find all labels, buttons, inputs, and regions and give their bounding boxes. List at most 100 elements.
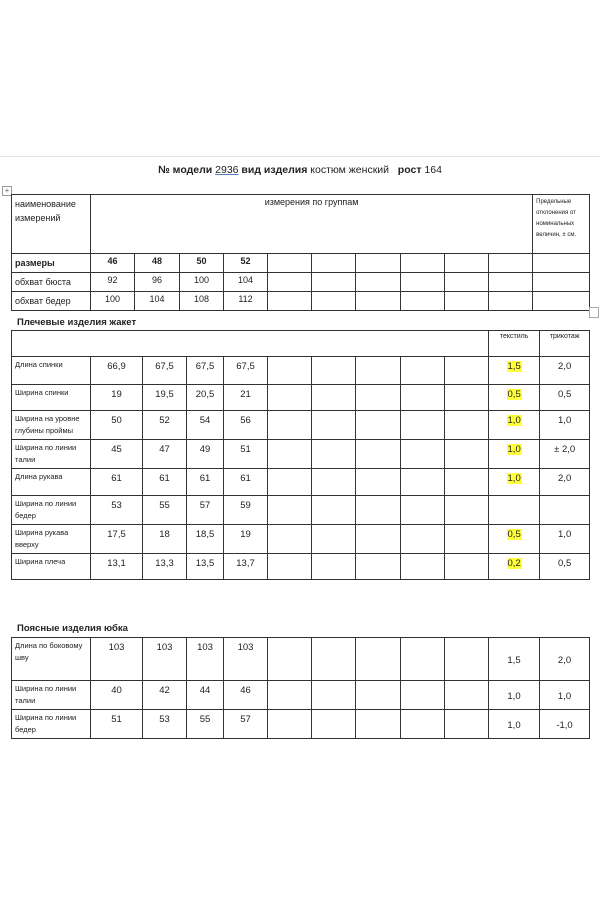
- value: 45: [111, 444, 122, 455]
- textile-tolerance-cell: 0,5: [488, 524, 541, 554]
- garment-type: костюм женский: [310, 164, 390, 176]
- value-cell: [311, 637, 356, 681]
- value-cell: [400, 524, 445, 554]
- row-label: Ширина по линии талии: [11, 439, 91, 469]
- value-cell: 96: [134, 272, 180, 292]
- value: 56: [240, 415, 251, 426]
- value-cell: [355, 468, 401, 496]
- value-cell: 104: [223, 272, 268, 292]
- page-top-border: [0, 156, 600, 157]
- knit-tolerance-cell: 0,5: [539, 553, 591, 580]
- row-label: Ширина рукава вверху: [11, 524, 91, 554]
- value-cell: 13,1: [90, 553, 143, 580]
- value-cell: 67,5: [142, 356, 187, 385]
- value-cell: [267, 709, 312, 739]
- value-cell: [443, 439, 490, 469]
- value-cell: 103: [90, 637, 143, 681]
- table-row: Ширина по линии талии 40 42 44 46 1,0 1,0: [11, 680, 590, 710]
- tolerance-cell: [532, 272, 591, 292]
- value-cell: 61: [142, 468, 187, 496]
- value-cell: [311, 410, 356, 440]
- value-cell: [267, 680, 312, 710]
- value-cell: 103: [142, 637, 187, 681]
- value-cell: [444, 253, 489, 273]
- value-cell: [311, 291, 356, 311]
- value-cell: [443, 410, 490, 440]
- value-cell: 56: [223, 410, 268, 440]
- value-cell: [400, 439, 445, 469]
- value-cell: 48: [134, 253, 180, 273]
- value-cell: [400, 384, 445, 411]
- table-row: Ширина спинки 19 19,5 20,5 21 0,5 0,5: [11, 384, 591, 411]
- value-cell: 67,5: [223, 356, 268, 385]
- value-cell: [311, 253, 356, 273]
- textile-tolerance-cell: 1,0: [488, 439, 541, 469]
- value-cell: [355, 637, 401, 681]
- knit-tolerance: 0,5: [558, 558, 572, 569]
- textile-tolerance-cell: 1,0: [488, 709, 540, 739]
- value-cell: [267, 384, 312, 411]
- knit-tolerance: -1,0: [556, 719, 573, 731]
- value-cell: 19: [223, 524, 268, 554]
- jacket-heading: Плечевые изделия жакет: [17, 317, 137, 328]
- value: 59: [240, 500, 251, 511]
- value-cell: 45: [90, 439, 143, 469]
- value: 55: [159, 500, 170, 511]
- value-cell: [444, 272, 489, 292]
- knit-tolerance-cell: 1,0: [539, 410, 591, 440]
- value-cell: 46: [90, 253, 135, 273]
- value-cell: [267, 272, 312, 292]
- table-row: размеры 46 48 50 52: [11, 253, 591, 273]
- value: 19,5: [155, 389, 174, 400]
- row-label: Ширина по линии бедер: [11, 709, 91, 739]
- textile-tolerance: 1,0: [507, 719, 521, 731]
- value-cell: [487, 272, 534, 292]
- textile-tolerance: 0,5: [506, 529, 522, 540]
- value-cell: [267, 291, 312, 311]
- value-cell: [443, 384, 490, 411]
- value: 51: [240, 444, 251, 455]
- value: 61: [240, 473, 251, 484]
- value-cell: 108: [179, 291, 224, 311]
- table-row: Ширина рукава вверху 17,5 18 18,5 19 0,5 1,0: [11, 524, 591, 554]
- header-measurement-name: наименование измерений: [11, 194, 91, 254]
- value-cell: 61: [186, 468, 224, 496]
- textile-tolerance: 1,0: [506, 444, 522, 455]
- value: 103: [237, 642, 254, 653]
- value-cell: [311, 356, 356, 385]
- value-cell: 66,9: [90, 356, 143, 385]
- table-row: Ширина по линии талии 45 47 49 51 1,0 ± 2,0: [11, 439, 591, 469]
- value-cell: [311, 439, 356, 469]
- value: 61: [111, 473, 122, 484]
- value-cell: [355, 356, 401, 385]
- row-label: Длина спинки: [11, 356, 91, 385]
- value-cell: 13,3: [142, 553, 187, 580]
- value: 67,5: [155, 361, 174, 372]
- value: 67,5: [236, 361, 255, 372]
- value-cell: 21: [223, 384, 268, 411]
- value: 57: [199, 500, 211, 511]
- value-cell: 103: [223, 637, 268, 681]
- knit-tolerance-cell: 1,0: [539, 680, 590, 710]
- col-textile: текстиль: [488, 330, 541, 357]
- value-cell: [444, 680, 489, 710]
- value-cell: 57: [186, 495, 224, 525]
- value-cell: [487, 291, 534, 311]
- value-cell: [267, 637, 312, 681]
- knit-tolerance: 1,0: [557, 690, 572, 702]
- value: 13,5: [195, 558, 215, 569]
- value-cell: 44: [186, 680, 224, 710]
- value-cell: [355, 410, 401, 440]
- value-cell: 18,5: [186, 524, 224, 554]
- value: 57: [240, 714, 251, 725]
- row-label: Ширина спинки: [11, 384, 91, 411]
- value: 46: [240, 685, 251, 696]
- value: 21: [240, 389, 251, 400]
- value-cell: 18: [142, 524, 187, 554]
- height-value: 164: [424, 164, 442, 176]
- table-move-handle-icon[interactable]: +: [2, 186, 12, 196]
- value-cell: [444, 637, 489, 681]
- table-row: обхват бюста 92 96 100 104: [11, 272, 591, 292]
- table-resize-handle[interactable]: [589, 307, 599, 318]
- value-cell: [311, 384, 356, 411]
